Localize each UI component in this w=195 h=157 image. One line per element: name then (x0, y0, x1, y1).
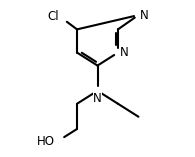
Text: N: N (93, 92, 102, 105)
Text: N: N (120, 46, 128, 59)
Text: Cl: Cl (47, 10, 59, 23)
Text: N: N (140, 9, 149, 22)
Text: HO: HO (37, 135, 55, 148)
